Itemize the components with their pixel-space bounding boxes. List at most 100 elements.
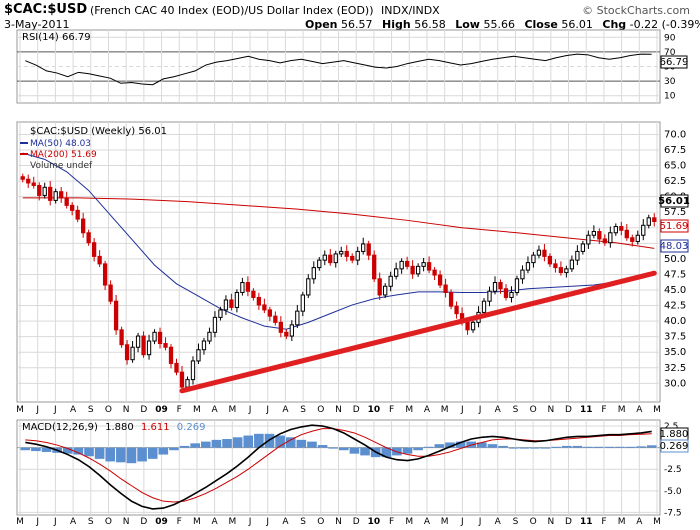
candle-body [311,267,316,280]
candle-body [339,250,344,255]
macd-hist-bar [339,447,349,451]
macd-hist-bar [73,447,84,455]
rsi-grid [17,30,660,103]
candle-body [355,250,360,261]
macd-hist-bar [498,445,508,448]
candle-body [130,346,135,361]
price-grid [17,122,660,402]
candle-body [179,371,185,388]
macd-legend: MACD(12,26,9) 1.880 1.611 0.269 [22,422,205,433]
price-tick-label: 70.0 [664,129,686,140]
candle-body [432,269,437,276]
month-tick-label: D [140,405,147,415]
macd-hist-bar [317,445,328,448]
candle-body [267,309,273,317]
macd-hist-bar [551,446,561,448]
chg-value: -0.22 (-0.39%) [629,18,700,31]
month-tick-label: F [177,405,182,415]
candle-body [278,321,283,333]
price-tick-label: 67.5 [664,145,686,156]
month-tick-label: A [636,405,643,415]
volume-legend: Volume undef [30,161,93,171]
macd-hist-bar [636,446,646,448]
macd-tick-label: 2.5 [664,422,678,432]
month-tick-label: J [478,405,482,415]
price-axis: 70.067.565.062.560.057.555.052.550.047.5… [664,129,686,389]
macd-hist-bar [455,441,466,448]
price-tick-label: 37.5 [664,332,686,343]
ma200-badge [660,219,689,233]
month-tick-label: O [317,405,324,415]
macd-hist-bar [84,447,94,457]
price-tick-label: 65.0 [664,161,686,172]
month-tick-label: 11 [580,517,593,527]
chart-symbol: $CAC:$USD [4,2,88,17]
macd-hist-bar [434,444,445,448]
candle-body [328,254,333,264]
candle-body [350,255,355,261]
macd-hist-bar [477,442,487,448]
month-tick-label: J [460,517,464,527]
candle-body [377,278,382,296]
macd-hist-bar [530,447,540,449]
macd-hist-bar [423,446,434,448]
ma200-line [22,197,655,249]
macd-hist-bar [105,447,116,462]
month-tick-label: A [212,517,219,527]
macd-hist-bar [190,443,200,448]
candle-body [635,234,640,242]
ma200-legend: MA(200) 51.69 [30,150,97,160]
macd-hist-bar [137,447,147,462]
macd-hist-bar [222,439,232,448]
candle-body [586,234,591,245]
month-tick-label: F [601,517,606,527]
candle-body [20,176,25,180]
macd-hist-bar [402,447,413,454]
candle-body [146,340,152,356]
candle-body [174,362,179,373]
month-tick-label: 09 [155,517,168,527]
low-value: 55.66 [483,18,515,31]
macd-hist-bar [147,447,158,459]
macd-tick-label: -7.5 [664,508,682,518]
month-tick-label: J [35,517,39,527]
candle-body [212,316,218,333]
price-tick-label: 47.5 [664,269,686,280]
month-tick-label: M [618,517,626,527]
macd-hist-bar [211,439,222,448]
candle-body [322,254,327,261]
candle-body [273,315,278,323]
candle-body [190,360,196,381]
candle-body [646,217,651,226]
candle-body [361,243,366,252]
candle-body [196,349,201,362]
month-tick-label: M [193,405,201,415]
macd-hist-bar [360,447,370,456]
month-tick-label: N [547,517,554,527]
trendline [179,270,657,394]
candle-body [421,262,426,267]
candle-body [185,379,190,388]
macd-hist-bar [593,446,604,448]
candle-body [547,255,553,265]
candle-body [575,250,580,261]
close-badge [660,194,689,208]
candle-body [333,253,338,264]
price-tick-label: 32.5 [664,363,686,374]
ohlc-summary: Open 56.57 High 56.58 Low 55.66 Close 56… [305,18,700,31]
ma200-badge-text: 51.69 [660,221,689,232]
rsi-value-badge [660,55,688,69]
macd-hist-bar [625,446,636,448]
rsi-legend: RSI(14) 66.79 [22,32,91,43]
candle-body [569,259,575,270]
macd-legend-signal: 1.611 [141,422,170,433]
macd-hist-bar [200,441,211,448]
rsi-tick-label: 30 [664,77,676,87]
chart-name: (French CAC 40 Index (EOD)/US Dollar Ind… [90,4,440,17]
month-tick-label: F [177,517,182,527]
month-tick-label: A [424,517,431,527]
candle-body [234,291,240,308]
candle-body [536,249,542,256]
macd-hist-bar [254,433,264,448]
price-tick-label: 62.5 [664,176,686,187]
